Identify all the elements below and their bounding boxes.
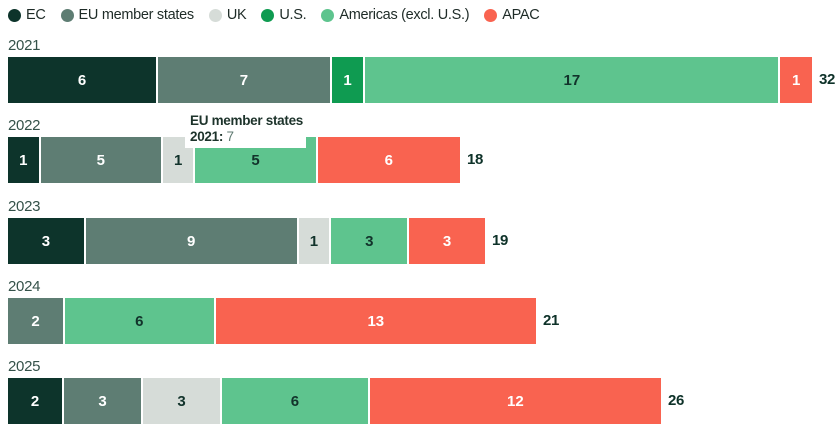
bar-segment[interactable]: 3 [331, 218, 408, 264]
legend-label: Americas (excl. U.S.) [339, 7, 470, 23]
bar-segment[interactable]: 1 [8, 137, 39, 183]
legend-swatch-icon [60, 8, 74, 22]
legend-item[interactable]: Americas (excl. U.S.) [321, 7, 470, 23]
bar-segment[interactable]: 5 [40, 137, 161, 183]
tooltip: EU member states 2021: 7 [185, 111, 306, 148]
legend-label: APAC [502, 7, 540, 23]
legend-label: EU member states [78, 7, 195, 23]
legend-swatch-icon [484, 8, 498, 22]
year-label: 2025 [8, 358, 41, 375]
legend-swatch-icon [321, 8, 335, 22]
year-label: 2023 [8, 198, 41, 215]
bar-segment[interactable]: 17 [365, 57, 779, 103]
legend-item[interactable]: EU member states [60, 7, 195, 23]
year-label: 2022 [8, 117, 41, 134]
year-label: 2024 [8, 278, 41, 295]
legend: EC EU member states UK U.S. Americas (excl. … [8, 7, 540, 23]
bar-segment[interactable]: 1 [780, 57, 812, 103]
tooltip-title: EU member states [190, 113, 304, 128]
legend-swatch-icon [208, 8, 222, 22]
bar-segment[interactable]: 6 [317, 137, 460, 183]
bar-segment[interactable]: 2 [8, 378, 63, 424]
legend-item[interactable]: U.S. [261, 7, 307, 23]
bar-segment[interactable]: 6 [222, 378, 368, 424]
year-label: 2021 [8, 37, 41, 54]
legend-swatch-icon [261, 8, 275, 22]
total-label: 26 [668, 392, 685, 409]
stacked-bar: 6 7 1 17 1 [8, 57, 812, 103]
bar-segment[interactable]: 1 [331, 57, 364, 103]
legend-label: U.S. [279, 7, 307, 23]
legend-label: UK [226, 7, 247, 23]
tooltip-value: 7 [226, 129, 234, 144]
legend-label: EC [26, 7, 46, 23]
bar-segment[interactable]: 7 [158, 57, 330, 103]
bar-segment[interactable]: 12 [369, 378, 661, 424]
bar-segment[interactable]: 6 [65, 298, 214, 344]
total-label: 21 [543, 312, 560, 329]
bar-segment[interactable]: 3 [64, 378, 142, 424]
bar-segment[interactable]: 3 [8, 218, 84, 264]
bar-segment[interactable]: 2 [8, 298, 64, 344]
tooltip-line: 2021: 7 [190, 129, 301, 145]
bar-segment[interactable]: 1 [162, 137, 194, 183]
tooltip-year-label: 2021: [190, 129, 224, 144]
total-label: 18 [467, 151, 484, 168]
bar-segment[interactable]: 6 [8, 57, 157, 103]
bar-segment[interactable]: 9 [85, 218, 297, 264]
legend-item[interactable]: APAC [484, 7, 540, 23]
stacked-bar: 2 6 13 [8, 298, 536, 344]
total-label: 32 [819, 71, 836, 88]
bar-segment[interactable]: 1 [298, 218, 330, 264]
bar-segment[interactable]: 13 [215, 298, 536, 344]
legend-item[interactable]: EC [8, 7, 46, 23]
bar-segment[interactable]: 3 [143, 378, 221, 424]
legend-item[interactable]: UK [208, 7, 247, 23]
legend-swatch-icon [8, 8, 21, 22]
total-label: 19 [492, 232, 509, 249]
stacked-bar: 2 3 3 6 12 [8, 378, 661, 424]
bar-segment[interactable]: 3 [409, 218, 485, 264]
